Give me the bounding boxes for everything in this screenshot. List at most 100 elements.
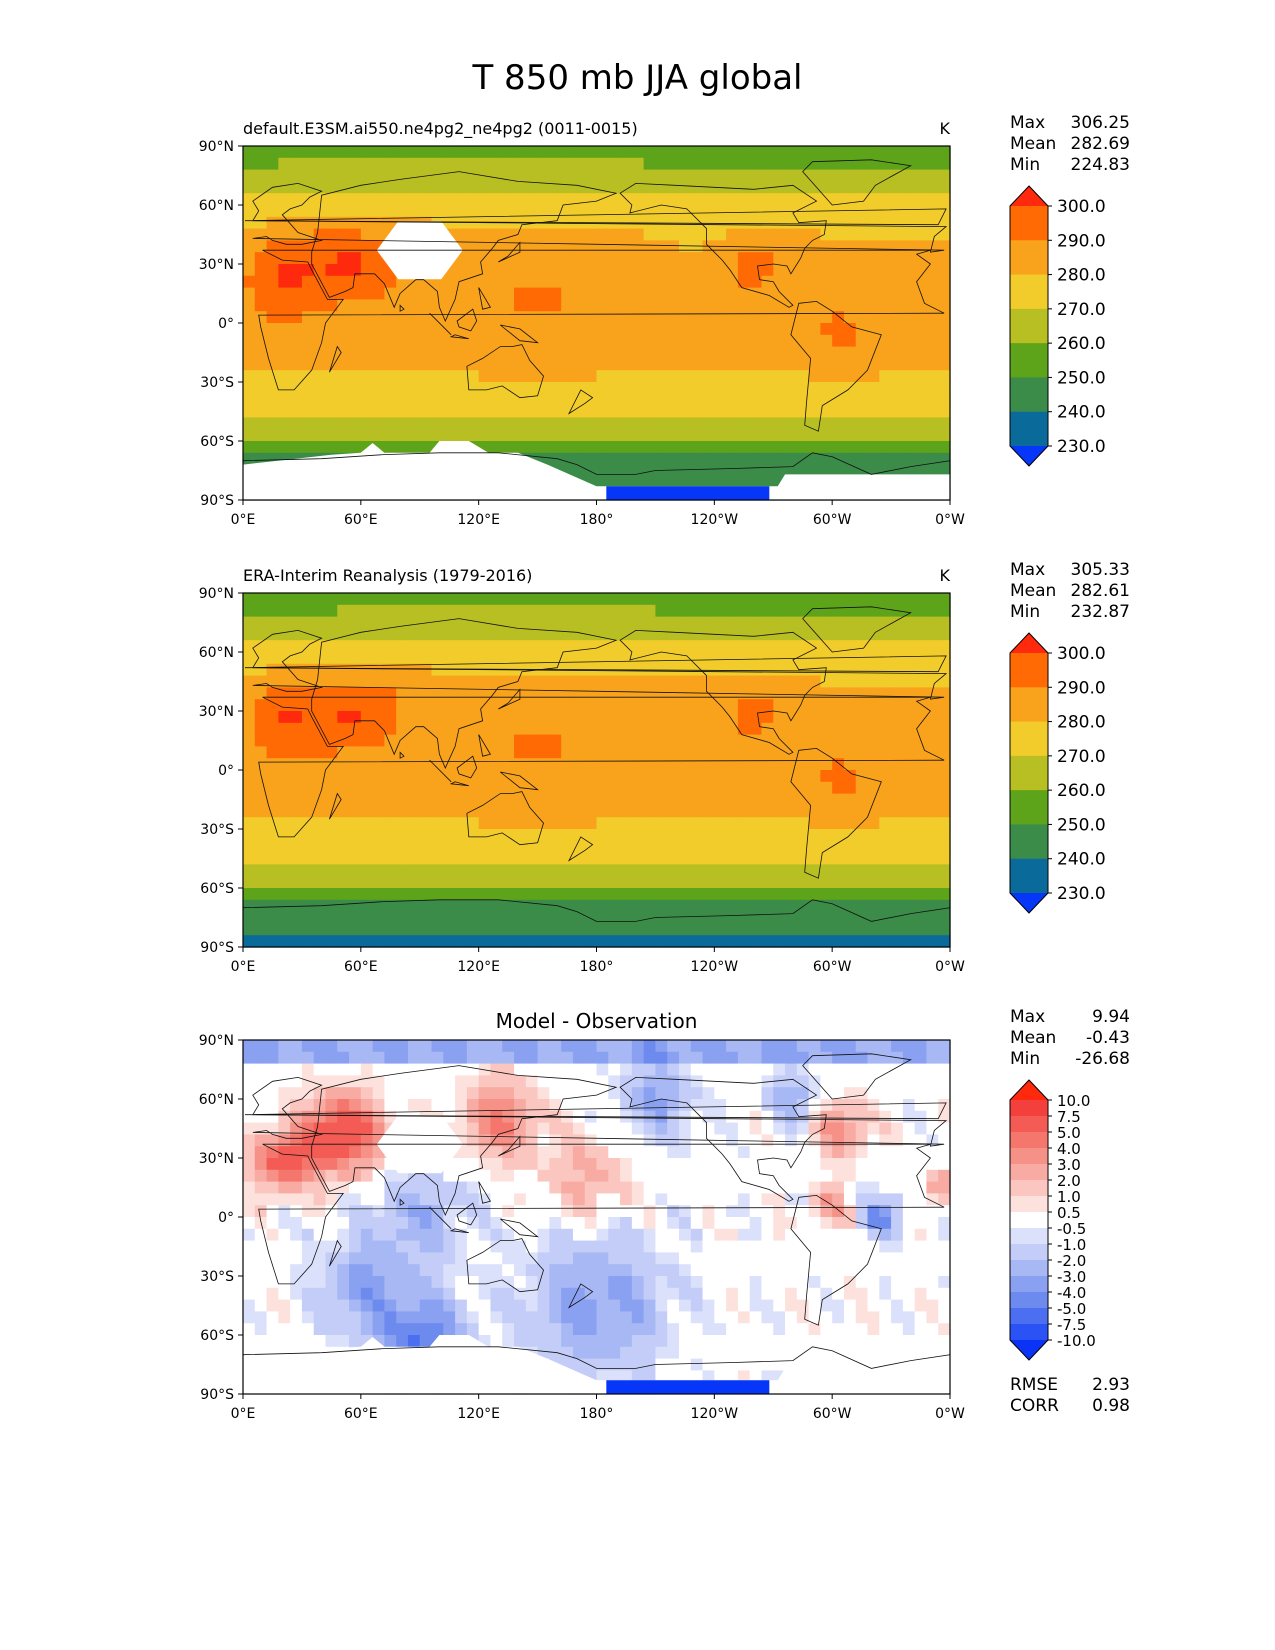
- field-cell: [608, 393, 621, 407]
- field-cell: [525, 687, 539, 700]
- field-cell: [313, 240, 327, 253]
- field-cell: [690, 1134, 704, 1147]
- field-cell: [525, 169, 539, 182]
- field-cell: [407, 1063, 421, 1076]
- field-cell: [584, 852, 598, 865]
- field-cell: [549, 452, 562, 466]
- field-cell: [584, 346, 598, 359]
- field-cell: [325, 758, 338, 771]
- field-cell: [926, 1075, 939, 1088]
- field-cell: [514, 1087, 527, 1100]
- field-cell: [549, 1228, 562, 1242]
- field-cell: [631, 758, 645, 771]
- field-cell: [773, 169, 786, 182]
- field-cell: [902, 793, 916, 806]
- field-cell: [490, 157, 503, 171]
- field-cell: [808, 722, 821, 736]
- stat-value: 305.33: [1071, 560, 1130, 580]
- field-cell: [655, 228, 668, 241]
- field-cell: [301, 1063, 315, 1076]
- field-cell: [631, 452, 645, 466]
- field-cell: [726, 1087, 739, 1100]
- field-cell: [419, 1075, 433, 1088]
- field-cell: [737, 452, 751, 466]
- field-cell: [855, 1110, 869, 1124]
- field-cell: [796, 805, 810, 818]
- field-cell: [572, 1158, 586, 1171]
- field-cell: [678, 1063, 692, 1076]
- field-cell: [843, 1264, 857, 1277]
- field-cell: [313, 593, 327, 606]
- stat-value: 224.83: [1071, 155, 1130, 175]
- field-cell: [855, 216, 869, 230]
- field-cell: [266, 781, 279, 795]
- field-cell: [337, 699, 350, 712]
- field-cell: [349, 264, 362, 277]
- field-cell: [396, 911, 409, 924]
- field-cell: [325, 876, 338, 889]
- field-cell: [773, 699, 786, 712]
- field-cell: [419, 1205, 433, 1218]
- field-cell: [796, 228, 810, 241]
- colorbar-bin: [1010, 343, 1048, 378]
- field-cell: [372, 746, 385, 759]
- field-cell: [466, 1158, 480, 1171]
- field-cell: [537, 205, 550, 218]
- field-cell: [631, 1122, 645, 1135]
- field-cell: [631, 829, 645, 842]
- field-cell: [938, 640, 951, 653]
- field-cell: [384, 888, 397, 901]
- field-cell: [891, 405, 904, 418]
- field-cell: [773, 1205, 786, 1218]
- field-cell: [631, 935, 645, 948]
- field-cell: [855, 758, 869, 771]
- field-cell: [761, 663, 774, 677]
- field-cell: [702, 370, 715, 383]
- field-cell: [785, 1193, 798, 1206]
- field-cell: [301, 604, 315, 618]
- field-cell: [843, 1205, 857, 1218]
- field-cell: [726, 876, 739, 889]
- field-cell: [396, 734, 409, 747]
- field-cell: [796, 334, 810, 348]
- lon-tick-label: 120°E: [457, 959, 500, 975]
- field-cell: [396, 370, 409, 383]
- field-cell: [855, 205, 869, 218]
- field-cell: [243, 1181, 256, 1194]
- field-cell: [431, 699, 444, 712]
- field-cell: [349, 323, 362, 336]
- field-cell: [266, 417, 279, 430]
- field-cell: [455, 652, 468, 665]
- field-cell: [561, 805, 574, 818]
- field-cell: [278, 264, 291, 277]
- field-cell: [938, 417, 951, 430]
- field-cell: [337, 1040, 350, 1053]
- field-cell: [384, 358, 397, 371]
- field-cell: [596, 852, 609, 865]
- field-cell: [726, 663, 739, 677]
- field-cell: [419, 1099, 433, 1112]
- coastline: [498, 241, 521, 263]
- field-cell: [407, 441, 421, 454]
- field-cell: [301, 876, 315, 889]
- field-cell: [537, 393, 550, 407]
- field-cell: [561, 452, 574, 466]
- field-cell: [914, 205, 928, 218]
- field-cell: [431, 405, 444, 418]
- field-cell: [325, 323, 338, 336]
- colorbar-label: 230.0: [1057, 884, 1106, 904]
- field-cell: [843, 687, 857, 700]
- field-cell: [514, 711, 527, 724]
- field-cell: [372, 299, 385, 312]
- field-cell: [514, 370, 527, 383]
- field-cell: [808, 888, 821, 901]
- field-cell: [561, 323, 574, 336]
- field-cell: [690, 382, 704, 395]
- field-cell: [596, 323, 609, 336]
- field-cell: [243, 911, 256, 924]
- field-cell: [301, 852, 315, 865]
- field-cell: [466, 1240, 480, 1253]
- field-cell: [419, 663, 433, 677]
- field-cell: [678, 1075, 692, 1088]
- field-cell: [843, 1228, 857, 1242]
